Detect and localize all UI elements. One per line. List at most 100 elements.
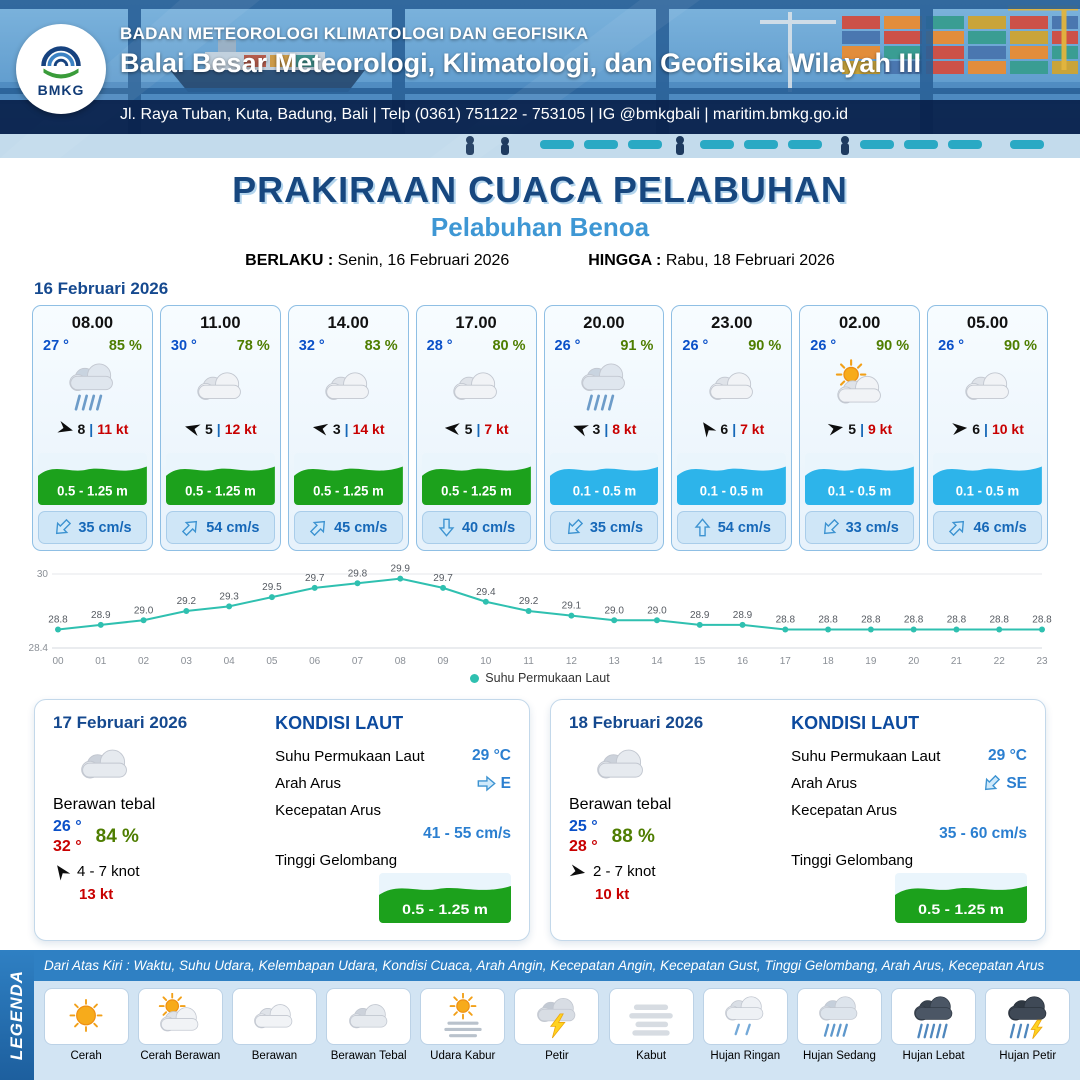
current-chip: 46 cm/s (933, 511, 1042, 544)
weather-icon-rain (60, 357, 124, 417)
current-chip: 54 cm/s (677, 511, 787, 544)
humidity: 78 % (236, 338, 270, 354)
svg-text:0.1 - 0.5 m: 0.1 - 0.5 m (828, 483, 891, 498)
wind-speed: 5 (848, 420, 857, 437)
sea-condition-title: KONDISI LAUT (275, 713, 404, 733)
temp-humidity-row: 30 ° 78 % (166, 338, 275, 354)
legend-item: Hujan Petir (982, 988, 1074, 1062)
rain-medium-icon (796, 988, 882, 1045)
forecast-card: 05.00 26 ° 90 % 6 | 10 kt 0.1 - 0.5 m 46 cm/s (927, 305, 1048, 551)
svg-text:28.8: 28.8 (947, 615, 967, 626)
forecast-card: 08.00 27 ° 85 % 8 | 11 kt 0.5 - 1.25 m 35 cm/s (32, 305, 153, 551)
legend-item-label: Petir (545, 1050, 569, 1062)
current-speed: 54 cm/s (206, 519, 260, 536)
forecast-card: 23.00 26 ° 90 % 6 | 7 kt 0.1 - 0.5 m 54 cm/s (671, 305, 793, 551)
humidity: 90 % (1003, 338, 1037, 354)
legend-title: LEGENDA (0, 950, 34, 1080)
address-band (0, 100, 1080, 134)
lightning-icon (514, 988, 600, 1045)
legend-item: Cerah (40, 988, 132, 1062)
svg-text:09: 09 (437, 656, 449, 667)
gust-speed: 8 kt (612, 420, 637, 437)
svg-text:0.5 - 1.25 m: 0.5 - 1.25 m (402, 903, 488, 918)
svg-text:15: 15 (694, 656, 706, 667)
rain-lightning-icon (985, 988, 1071, 1045)
wind-direction-icon (951, 419, 969, 437)
wind-direction-icon (55, 418, 76, 439)
current-speed: 40 cm/s (461, 519, 516, 536)
sst-value: 29 °C (988, 747, 1027, 764)
berlaku-label: BERLAKU : (245, 252, 334, 269)
current-direction-icon (817, 514, 844, 541)
current-direction-icon (693, 518, 712, 537)
chart-legend: Suhu Permukaan Laut (24, 671, 1056, 685)
weather-icon-cloud-thick (583, 737, 775, 793)
temp-humidity-row: 27 ° 85 % (38, 338, 147, 354)
svg-text:29.4: 29.4 (476, 587, 496, 598)
current-speed-value: 41 - 55 cm/s (423, 825, 511, 842)
current-chip: 40 cm/s (421, 511, 531, 544)
current-chip: 33 cm/s (805, 511, 915, 544)
svg-text:14: 14 (651, 656, 663, 667)
temp-humidity-row: 32 ° 83 % (294, 338, 403, 354)
svg-text:0.5 - 1.25 m: 0.5 - 1.25 m (313, 483, 384, 498)
air-temperature: 26 ° (682, 338, 709, 354)
legend-section: LEGENDA Dari Atas Kiri : Waktu, Suhu Uda… (0, 950, 1080, 1080)
svg-text:29.0: 29.0 (134, 605, 154, 616)
svg-text:22: 22 (994, 656, 1006, 667)
air-temperature: 26 ° (938, 338, 965, 354)
svg-text:16: 16 (737, 656, 749, 667)
separator: | (344, 420, 349, 437)
current-direction-icon (561, 514, 588, 541)
wave-height-band: 0.5 - 1.25 m (421, 453, 531, 505)
legend-item-label: Hujan Petir (999, 1050, 1057, 1062)
fog-icon (608, 988, 694, 1045)
daily-date: 17 Februari 2026 (53, 713, 188, 732)
svg-text:28.4: 28.4 (29, 643, 49, 654)
weather-condition: Berawan tebal (569, 796, 672, 813)
berlaku-value: Senin, 16 Februari 2026 (337, 252, 510, 269)
wind-direction-icon (50, 860, 74, 884)
wave-height-band: 0.5 - 1.25 m (38, 453, 147, 505)
air-temperature: 26 ° (810, 338, 837, 354)
wind-speed: 6 (720, 420, 729, 437)
forecast-time: 05.00 (966, 314, 1009, 332)
legend-item: Kabut (605, 988, 697, 1062)
legend-item: Berawan (228, 988, 320, 1062)
current-direction-label: Arah Arus (275, 775, 341, 792)
svg-text:28.9: 28.9 (91, 610, 111, 621)
separator: | (476, 420, 481, 437)
current-chip: 35 cm/s (38, 511, 147, 544)
gust-speed: 14 kt (352, 420, 385, 437)
legend-item-label: Berawan (251, 1050, 298, 1062)
sun-icon (43, 988, 129, 1045)
current-direction-icon (49, 514, 76, 541)
svg-text:28.8: 28.8 (861, 615, 881, 626)
wind-row: 3 | 8 kt (569, 418, 637, 440)
svg-text:29.9: 29.9 (391, 564, 411, 575)
legend-item: Berawan Tebal (323, 988, 415, 1062)
weather-icon-cloud (316, 357, 380, 417)
current-speed-label: Kecepatan Arus (791, 802, 898, 819)
svg-text:11: 11 (523, 656, 534, 667)
wave-height-label: Tinggi Gelombang (275, 852, 398, 869)
sea-condition-column: KONDISI LAUT Suhu Permukaan Laut 29 °C Arah… (775, 713, 1027, 927)
svg-text:0.5 - 1.25 m: 0.5 - 1.25 m (57, 483, 128, 498)
wind-speed: 5 (464, 420, 473, 437)
current-direction-icon (177, 514, 204, 541)
current-direction-icon (437, 518, 456, 537)
daily-humidity: 84 % (95, 826, 139, 847)
legend-item-label: Berawan Tebal (330, 1050, 407, 1062)
wind-speed: 5 (204, 420, 213, 437)
temp-humidity-row: 26 ° 90 % (933, 338, 1042, 354)
wind-range: 4 - 7 knot (77, 863, 140, 880)
legend-item-label: Kabut (636, 1050, 667, 1062)
svg-text:29.0: 29.0 (604, 605, 624, 616)
wind-direction-icon (311, 419, 331, 439)
wave-height-band: 0.5 - 1.25 m (293, 453, 403, 505)
temp-humidity-row: 26 ° 91 % (550, 338, 659, 354)
office-name: Balai Besar Meteorologi, Klimatologi, da… (120, 48, 921, 78)
temp-min: 25 ° (569, 818, 598, 835)
wind-direction-icon (569, 418, 591, 440)
title-section: PRAKIRAAN CUACA PELABUHAN Pelabuhan Beno… (0, 158, 1080, 270)
